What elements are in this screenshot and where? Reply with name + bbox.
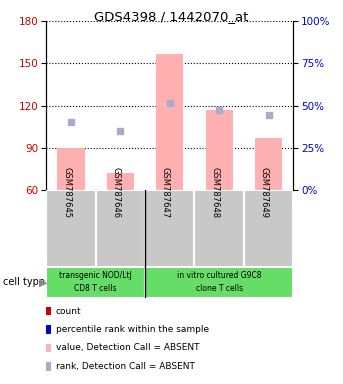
Text: GSM787648: GSM787648 [210, 167, 219, 218]
Bar [255, 138, 282, 190]
Bar [46, 190, 96, 267]
Bar [145, 267, 293, 298]
Bar [57, 148, 85, 190]
Text: CD8 T cells: CD8 T cells [74, 285, 117, 293]
Text: count: count [56, 306, 82, 316]
Text: rank, Detection Call = ABSENT: rank, Detection Call = ABSENT [56, 362, 195, 371]
Text: value, Detection Call = ABSENT: value, Detection Call = ABSENT [56, 343, 200, 353]
Bar [96, 190, 145, 267]
Bar [156, 53, 184, 190]
Text: GSM787646: GSM787646 [111, 167, 120, 218]
Bar [145, 190, 194, 267]
Bar [205, 110, 233, 190]
Text: GSM787645: GSM787645 [62, 167, 71, 218]
Bar [46, 267, 145, 298]
Bar [107, 173, 134, 190]
Text: ▶: ▶ [39, 277, 48, 287]
Text: percentile rank within the sample: percentile rank within the sample [56, 325, 209, 334]
Bar [194, 190, 244, 267]
Text: in vitro cultured G9C8: in vitro cultured G9C8 [177, 271, 261, 280]
Text: transgenic NOD/LtJ: transgenic NOD/LtJ [59, 271, 132, 280]
Text: cell type: cell type [3, 277, 45, 287]
Text: GSM787649: GSM787649 [260, 167, 269, 218]
Text: clone T cells: clone T cells [196, 285, 243, 293]
Text: GSM787647: GSM787647 [161, 167, 170, 218]
Bar [244, 190, 293, 267]
Text: GDS4398 / 1442070_at: GDS4398 / 1442070_at [94, 10, 249, 23]
